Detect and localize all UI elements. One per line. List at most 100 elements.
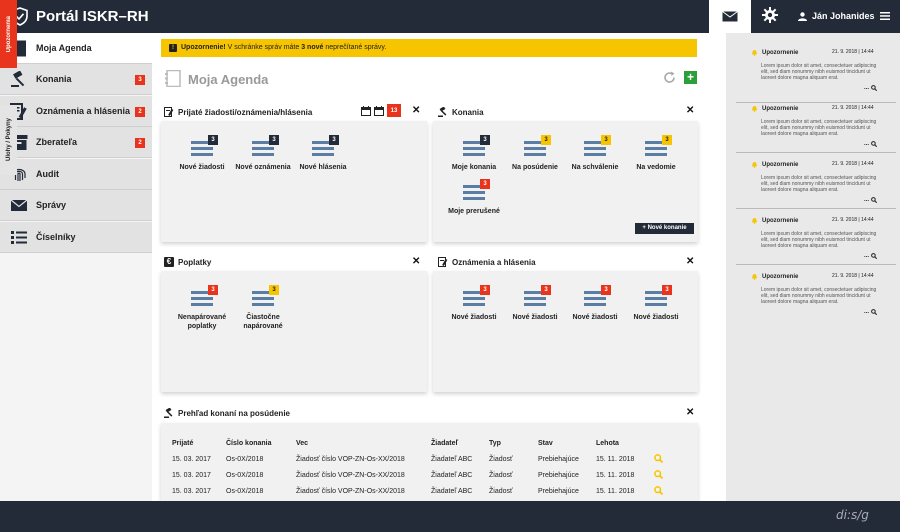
close-icon[interactable]: ✕ [412, 105, 421, 116]
tile-label: Nové žiadosti [512, 314, 558, 321]
sidebar-item-ciselniky[interactable]: Číselníky [0, 222, 152, 253]
close-icon[interactable]: ✕ [686, 256, 695, 267]
refresh-icon[interactable] [663, 71, 676, 84]
tile-nove-ziadosti[interactable]: 3 Nové žiadosti [172, 135, 232, 172]
notification-more[interactable]: ... [864, 253, 878, 259]
panel-poplatky [161, 271, 427, 392]
tile-label: Nové hlásenia [299, 164, 347, 171]
notification-title: Upozornenie [762, 161, 799, 168]
magnifier-icon[interactable] [654, 469, 663, 479]
tile-count: 3 [601, 285, 611, 295]
hamburger-icon[interactable] [879, 12, 890, 20]
new-konanie-button[interactable]: + Nové konanie [635, 223, 694, 234]
table-row[interactable]: 15. 03. 2017 Os-0X/2018 Žiadosť číslo VO… [172, 467, 684, 483]
magnifier-icon [871, 85, 878, 91]
count-badge: 2 [135, 107, 145, 117]
close-icon[interactable]: ✕ [686, 407, 695, 418]
user-menu[interactable]: Ján Johanides [798, 11, 890, 21]
magnifier-icon [871, 141, 878, 147]
panel-title: Oznámenia a hlásenia [452, 257, 536, 267]
tile-ciastocne-naparovane[interactable]: 3 Čiastočne napárované [233, 285, 293, 331]
tile-nove-ziadosti[interactable]: 3 Nové žiadosti [565, 285, 625, 322]
notification-date: 21. 9. 2018 | 14:44 [832, 217, 874, 223]
tile-nove-ziadosti[interactable]: 3 Nové žiadosti [444, 285, 504, 322]
magnifier-icon [871, 253, 878, 259]
notification-title: Upozornenie [762, 49, 799, 56]
divider [736, 102, 896, 103]
tab-upozornenia[interactable]: Upozornenia [0, 0, 17, 68]
column-header: Stav [538, 439, 553, 447]
table-row[interactable]: 15. 03. 2017 Os-0X/2018 Žiadosť číslo VO… [172, 483, 684, 499]
column-header: Číslo konania [226, 439, 272, 447]
notification-item[interactable]: Upozornenie 21. 9. 2018 | 14:44 Lorem ips… [751, 160, 879, 203]
calendar-icon[interactable] [374, 106, 384, 116]
tile-nenaparovane-poplatky[interactable]: 3 Nenapárované poplatky [172, 285, 232, 331]
tile-moje-prerusene[interactable]: 3 Moje prerušené [444, 179, 504, 216]
gavel-icon [164, 408, 173, 418]
gavel-icon [11, 71, 25, 87]
panel-header-prijate: Prijaté žiadosti/oznámenia/hlásenia [164, 107, 312, 117]
panel-title: Konania [452, 107, 484, 117]
table-cell: Os-0X/2018 [226, 487, 264, 495]
sidebar-item-label: Konania [36, 74, 72, 84]
notification-more[interactable]: ... [864, 197, 878, 203]
tile-moje-konania[interactable]: 3 Moje konania [444, 135, 504, 172]
messages-tab[interactable] [709, 0, 751, 33]
bell-icon [752, 106, 757, 112]
close-icon[interactable]: ✕ [686, 105, 695, 116]
tile-nove-oznamenia[interactable]: 3 Nové oznámenia [233, 135, 293, 172]
column-header: Lehota [596, 439, 619, 447]
tile-na-schvalenie[interactable]: 3 Na schválenie [565, 135, 625, 172]
tile-na-posudenie[interactable]: 3 Na posúdenie [505, 135, 565, 172]
magnifier-icon[interactable] [654, 485, 663, 495]
notification-title: Upozornenie [762, 217, 799, 224]
gear-icon[interactable] [762, 7, 778, 23]
notification-item[interactable]: Upozornenie 21. 9. 2018 | 14:44 Lorem ips… [751, 272, 879, 315]
sidebar-item-spravy[interactable]: Správy [0, 190, 152, 221]
calendar-icon[interactable] [361, 106, 371, 116]
column-header: Prijaté [172, 439, 194, 447]
sidebar-item-label: Číselníky [36, 232, 76, 242]
sidebar-item-moja-agenda[interactable]: Moja Agenda [0, 33, 152, 64]
tile-nove-ziadosti[interactable]: 3 Nové žiadosti [505, 285, 565, 322]
tile-label: Nové žiadosti [572, 314, 618, 321]
table-cell: 15. 11. 2018 [596, 487, 635, 495]
tab-ulohy-pokyny[interactable]: Úlohy / Pokyny [0, 105, 17, 175]
sidebar-item-konania[interactable]: Konania 3 [0, 64, 152, 95]
sidebar-item-oznamenia[interactable]: Oznámenia a hlásenia 2 [0, 96, 152, 127]
tile-count: 3 [329, 135, 339, 145]
notification-more[interactable]: ... [864, 85, 878, 91]
sidebar-item-zberatela[interactable]: Zberateľa 2 [0, 127, 152, 158]
more-dots: ... [864, 253, 870, 259]
calendar-today-icon[interactable]: 13 [387, 104, 401, 117]
tile-na-vedomie[interactable]: 3 Na vedomie [626, 135, 686, 172]
list-icon [11, 231, 27, 244]
notification-item[interactable]: Upozornenie 21. 9. 2018 | 14:44 Lorem ips… [751, 216, 879, 259]
sidebar-item-label: Oznámenia a hlásenia [36, 106, 131, 116]
page-title: Moja Agenda [188, 72, 269, 87]
notification-more[interactable]: ... [864, 309, 878, 315]
notification-date: 21. 9. 2018 | 14:44 [832, 273, 874, 279]
close-icon[interactable]: ✕ [412, 256, 421, 267]
table-cell: Žiadosť [489, 471, 513, 479]
tile-count: 3 [662, 135, 672, 145]
gavel-icon [438, 107, 447, 117]
alert-count: 3 nové [301, 44, 324, 51]
notification-title: Upozornenie [762, 273, 799, 280]
divider [736, 152, 896, 153]
notification-item[interactable]: Upozornenie 21. 9. 2018 | 14:44 Lorem ips… [751, 104, 879, 147]
sidebar-item-audit[interactable]: Audit [0, 159, 152, 190]
table-row[interactable]: 15. 03. 2017 Os-0X/2018 Žiadosť číslo VO… [172, 451, 684, 467]
notification-body: Lorem ipsum dolor sit amet, consectetuer… [761, 287, 877, 306]
notification-item[interactable]: Upozornenie 21. 9. 2018 | 14:44 Lorem ips… [751, 48, 879, 91]
tile-nove-ziadosti[interactable]: 3 Nové žiadosti [626, 285, 686, 322]
sidebar-item-label: Správy [36, 200, 67, 210]
add-button[interactable]: + [684, 71, 697, 84]
tile-count: 3 [480, 285, 490, 295]
alert-text: V schránke správ máte [225, 44, 302, 51]
magnifier-icon[interactable] [654, 453, 663, 463]
tile-nove-hlasenia[interactable]: 3 Nové hlásenia [293, 135, 353, 172]
notification-more[interactable]: ... [864, 141, 878, 147]
tab-label: Upozornenia [5, 15, 12, 53]
document-edit-icon [438, 257, 448, 267]
